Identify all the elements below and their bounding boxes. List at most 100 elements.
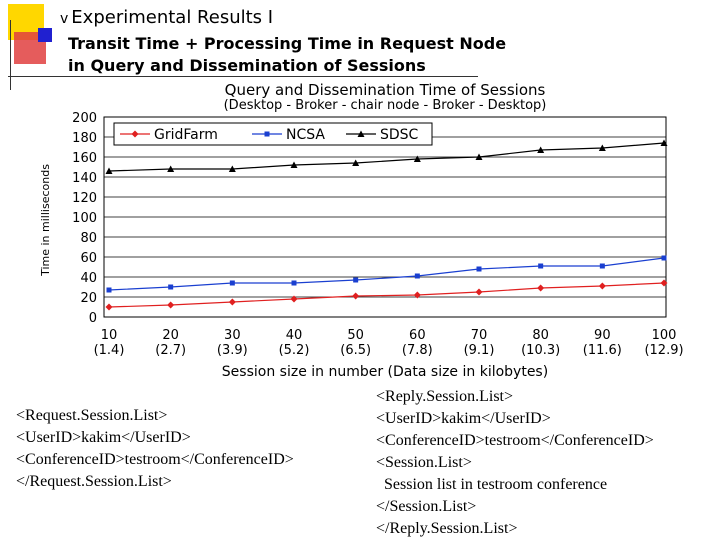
corner-vertical-line — [10, 20, 11, 90]
reply-xml-line: <Session.List> — [376, 454, 472, 471]
chart-legend: GridFarm NCSA SDSC — [113, 122, 433, 146]
data-point-sdsc — [537, 146, 545, 153]
data-point-ncsa — [106, 287, 112, 293]
title-bullet-icon: v — [60, 11, 69, 27]
data-point-gridfarm — [352, 292, 360, 300]
legend-label-gridfarm: GridFarm — [154, 127, 218, 143]
data-point-ncsa — [538, 263, 544, 269]
plot-area-border — [103, 116, 667, 318]
request-xml-line: <UserID>kakim</UserID> — [16, 429, 191, 446]
data-point-ncsa — [168, 284, 174, 290]
data-point-ncsa — [414, 273, 420, 279]
reply-xml-line: Session list in testroom conference — [376, 476, 608, 493]
y-tick-label: 140 — [72, 171, 97, 186]
x-tick-label: 80 — [532, 328, 549, 343]
x-tick-sublabel: (1.4) — [94, 343, 125, 358]
data-point-gridfarm — [167, 301, 175, 309]
chart-subtitle: (Desktop - Broker - chair node - Broker … — [224, 98, 547, 113]
data-point-ncsa — [229, 280, 235, 286]
slide-subtitle-line-1: Transit Time + Processing Time in Reques… — [68, 34, 507, 53]
legend-entry-sdsc: SDSC — [346, 127, 419, 143]
request-xml-line: <ConferenceID>testroom</ConferenceID> — [16, 451, 294, 468]
legend-swatch-marker — [264, 131, 270, 137]
y-axis-label: Time in milliseconds — [39, 164, 52, 277]
x-tick-label: 90 — [594, 328, 611, 343]
x-axis-label: Session size in number (Data size in kil… — [222, 364, 548, 380]
series-line-ncsa — [108, 257, 665, 291]
reply-xml-line: </Session.List> — [376, 498, 477, 515]
slide-subtitle-line-2: in Query and Dissemination of Sessions — [68, 56, 426, 75]
data-point-ncsa — [476, 266, 482, 272]
data-point-sdsc — [475, 153, 483, 160]
series-line-sdsc — [108, 142, 665, 172]
x-tick-sublabel: (3.9) — [217, 343, 248, 358]
legend-swatch-marker — [357, 130, 365, 137]
request-xml-line: </Request.Session.List> — [16, 473, 172, 490]
data-point-ncsa — [599, 263, 605, 269]
data-point-gridfarm — [537, 284, 545, 292]
reply-xml-line: <ConferenceID>testroom</ConferenceID> — [376, 432, 654, 449]
x-tick-sublabel: (9.1) — [464, 343, 495, 358]
y-axis-ticks: 0 20 40 60 80 100 120 140 160 180 200 — [72, 111, 97, 326]
legend-entry-gridfarm: GridFarm — [120, 127, 218, 143]
x-tick-sublabel: (11.6) — [583, 343, 622, 358]
data-point-gridfarm — [475, 288, 483, 296]
x-tick-label: 100 — [652, 328, 677, 343]
legend-entry-ncsa: NCSA — [252, 127, 325, 143]
data-point-sdsc — [105, 167, 113, 174]
data-point-sdsc — [290, 161, 298, 168]
x-tick-sublabel: (2.7) — [155, 343, 186, 358]
data-point-ncsa — [353, 277, 359, 283]
y-tick-label: 200 — [72, 111, 97, 126]
series-line-gridfarm — [108, 282, 665, 308]
data-point-gridfarm — [228, 298, 236, 306]
data-point-ncsa — [291, 280, 297, 286]
x-axis-ticks: 10(1.4) 20(2.7) 30(3.9) 40(5.2) 50(6.5) 60(7.… — [94, 328, 684, 358]
data-point-gridfarm — [660, 279, 668, 287]
x-tick-sublabel: (7.8) — [402, 343, 433, 358]
y-tick-label: 20 — [80, 291, 97, 306]
y-tick-label: 0 — [89, 311, 97, 326]
data-point-ncsa — [661, 255, 667, 261]
y-tick-label: 100 — [72, 211, 97, 226]
data-point-sdsc — [228, 165, 236, 172]
data-point-sdsc — [167, 165, 175, 172]
x-tick-label: 60 — [409, 328, 426, 343]
data-point-gridfarm — [598, 282, 606, 290]
series-sdsc — [105, 139, 668, 174]
line-chart: Query and Dissemination Time of Sessions… — [39, 81, 684, 380]
corner-horizontal-line — [8, 76, 478, 77]
legend-label-ncsa: NCSA — [286, 127, 325, 143]
data-point-sdsc — [598, 144, 606, 151]
x-tick-label: 30 — [224, 328, 241, 343]
x-tick-label: 70 — [471, 328, 488, 343]
x-tick-sublabel: (5.2) — [279, 343, 310, 358]
y-tick-label: 40 — [80, 271, 97, 286]
legend-label-sdsc: SDSC — [380, 127, 419, 143]
x-tick-sublabel: (12.9) — [644, 343, 683, 358]
x-tick-label: 10 — [101, 328, 118, 343]
y-tick-label: 120 — [72, 191, 97, 206]
data-point-gridfarm — [290, 295, 298, 303]
x-tick-label: 20 — [162, 328, 179, 343]
y-tick-label: 160 — [72, 151, 97, 166]
slide-title: v Experimental Results I — [60, 7, 273, 28]
reply-xml-line: <UserID>kakim</UserID> — [376, 410, 551, 427]
series-ncsa — [106, 255, 667, 293]
reply-xml-line: <Reply.Session.List> — [376, 388, 514, 405]
x-tick-sublabel: (6.5) — [340, 343, 371, 358]
legend-swatch-marker — [131, 130, 139, 138]
corner-blue-square — [38, 28, 52, 42]
slide-title-text: Experimental Results I — [71, 7, 274, 28]
data-point-sdsc — [413, 155, 421, 162]
x-tick-sublabel: (10.3) — [521, 343, 560, 358]
x-tick-label: 40 — [286, 328, 303, 343]
chart-title: Query and Dissemination Time of Sessions — [225, 81, 546, 99]
request-xml-line: <Request.Session.List> — [16, 407, 168, 424]
data-point-gridfarm — [105, 303, 113, 311]
data-point-sdsc — [660, 139, 668, 146]
y-tick-label: 180 — [72, 131, 97, 146]
x-tick-label: 50 — [347, 328, 364, 343]
series-gridfarm — [105, 279, 668, 311]
request-xml-block: <Request.Session.List> <UserID>kakim</Us… — [16, 405, 294, 493]
